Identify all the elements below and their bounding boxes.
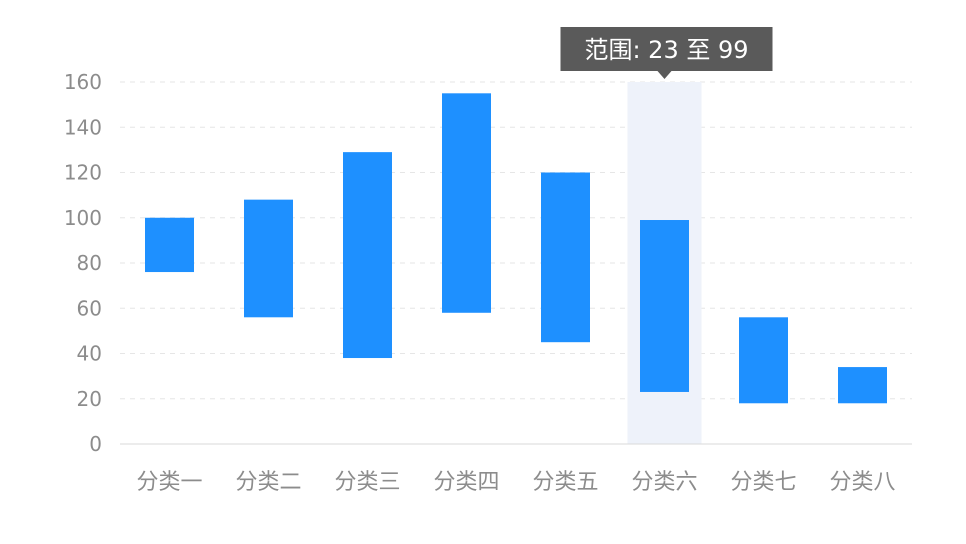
bar-5[interactable] [541,172,590,343]
x-category-label: 分类四 [433,470,499,495]
y-tick-label: 120 [64,161,102,185]
y-tick-label: 100 [64,206,102,230]
bars [145,93,887,404]
bar-8[interactable] [838,367,887,404]
y-tick-label: 140 [64,115,102,139]
x-category-label: 分类三 [334,470,400,495]
bar-4[interactable] [442,93,491,313]
bar-6[interactable] [640,220,689,392]
y-tick-label: 0 [89,432,102,456]
y-tick-label: 20 [77,387,102,411]
x-category-label: 分类八 [829,470,895,495]
bar-1[interactable] [145,217,194,273]
y-tick-label: 60 [77,296,102,320]
axes: 0 20 40 60 80 100 120 140 160 分类一 分类二 分类三 分类四 分类五 分类六 分… [64,70,912,495]
tooltip: 范围: 23 至 99 [560,27,773,79]
y-tick-label: 80 [77,251,102,275]
bar-2[interactable] [244,199,293,318]
x-category-label: 分类二 [235,470,301,495]
y-tick-label: 40 [77,342,102,366]
bar-7[interactable] [739,317,788,404]
tooltip-background [560,27,773,71]
y-tick-label: 160 [64,70,102,94]
grid-lines [120,81,912,400]
x-category-label: 分类五 [532,470,598,495]
x-category-label: 分类七 [730,470,796,495]
tooltip-pointer [657,71,672,79]
x-category-label: 分类六 [631,470,697,495]
x-category-label: 分类一 [136,470,202,495]
bar-3[interactable] [343,152,392,359]
tooltip-text: 范围: 23 至 99 [584,36,748,64]
